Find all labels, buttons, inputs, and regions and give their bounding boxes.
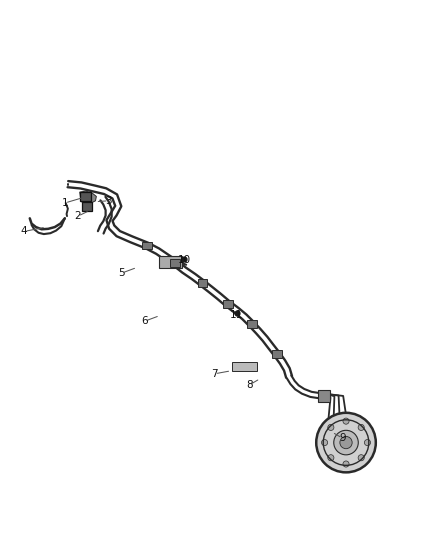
Text: 7: 7	[211, 369, 218, 379]
FancyBboxPatch shape	[80, 191, 91, 201]
Circle shape	[321, 440, 328, 446]
Circle shape	[340, 437, 352, 449]
Circle shape	[328, 455, 334, 461]
Circle shape	[343, 418, 349, 424]
Circle shape	[328, 424, 334, 431]
Text: 5: 5	[118, 268, 125, 278]
Text: 10: 10	[177, 255, 191, 265]
Text: 4: 4	[21, 227, 28, 237]
Circle shape	[358, 424, 364, 431]
FancyBboxPatch shape	[272, 350, 282, 358]
Text: 1: 1	[61, 198, 68, 208]
Text: 9: 9	[339, 433, 346, 443]
Polygon shape	[80, 191, 96, 203]
Text: 2: 2	[74, 211, 81, 221]
FancyBboxPatch shape	[82, 202, 92, 211]
FancyBboxPatch shape	[232, 362, 257, 371]
FancyBboxPatch shape	[159, 256, 182, 268]
Circle shape	[316, 413, 376, 472]
Circle shape	[358, 455, 364, 461]
Text: 8: 8	[246, 379, 253, 390]
Text: 6: 6	[141, 316, 148, 326]
FancyBboxPatch shape	[142, 241, 152, 249]
Circle shape	[334, 430, 358, 455]
FancyBboxPatch shape	[247, 320, 257, 328]
FancyBboxPatch shape	[318, 391, 330, 402]
Circle shape	[364, 440, 371, 446]
Circle shape	[343, 461, 349, 467]
Text: 11: 11	[230, 310, 243, 320]
FancyBboxPatch shape	[170, 259, 180, 267]
FancyBboxPatch shape	[198, 279, 207, 287]
Text: 3: 3	[105, 196, 112, 206]
FancyBboxPatch shape	[223, 300, 233, 308]
